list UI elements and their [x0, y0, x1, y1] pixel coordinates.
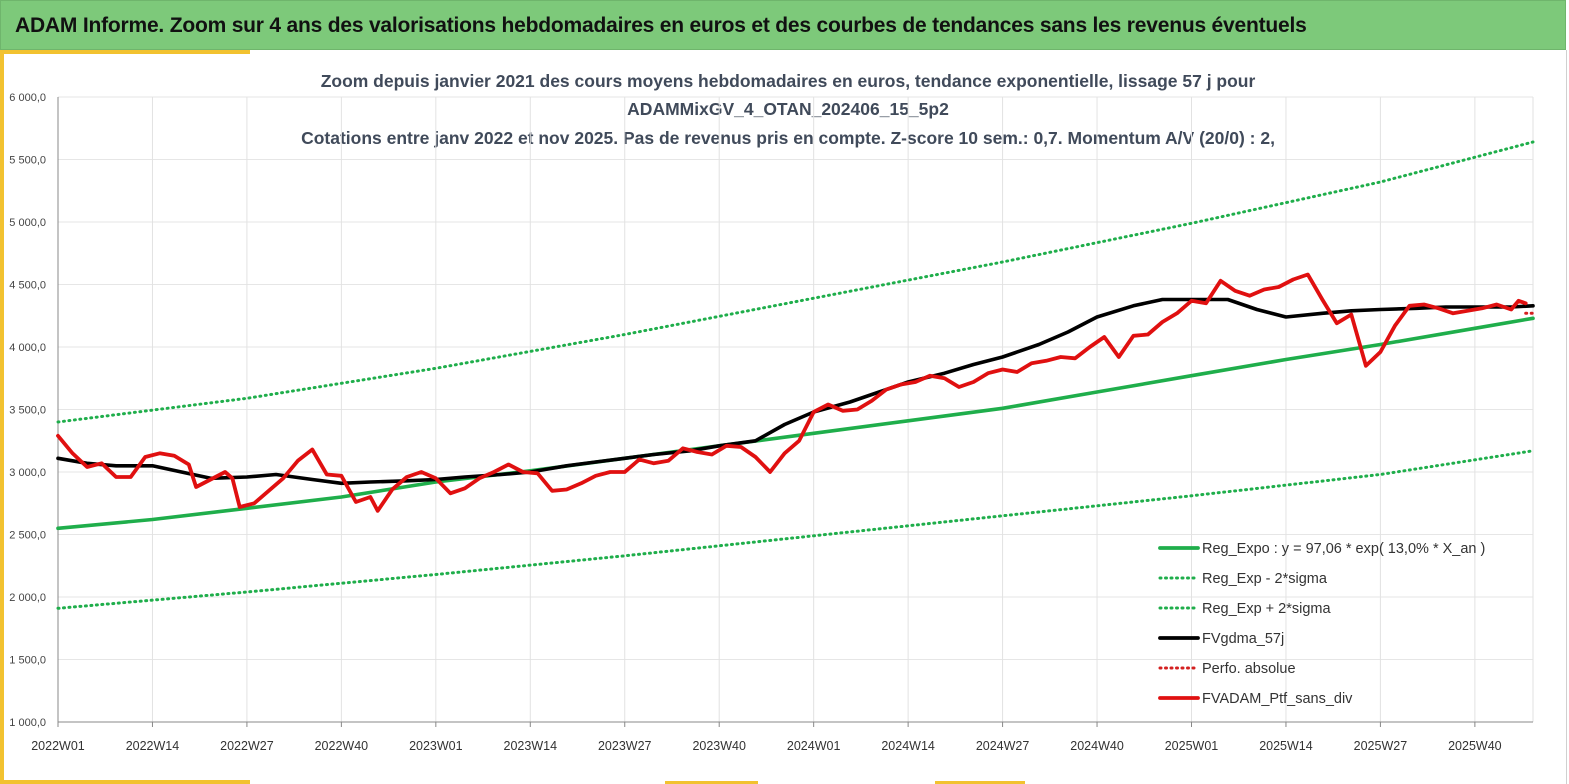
legend-label: FVgdma_57j [1202, 631, 1284, 647]
x-tick-label: 2022W40 [315, 739, 369, 753]
x-tick-label: 2024W14 [881, 739, 935, 753]
y-tick-label: 3 500,0 [9, 405, 46, 417]
x-tick-label: 2023W27 [598, 739, 652, 753]
x-tick-label: 2025W14 [1259, 739, 1313, 753]
x-tick-label: 2024W01 [787, 739, 841, 753]
chart-title-line-1: Zoom depuis janvier 2021 des cours moyen… [320, 71, 1256, 91]
legend-label: Reg_Exp - 2*sigma [1202, 571, 1328, 587]
legend-label: Reg_Expo : y = 97,06 * exp( 13,0% * X_an… [1202, 541, 1485, 557]
legend-label: FVADAM_Ptf_sans_div [1202, 691, 1353, 707]
accent-bar-bottom-3 [935, 781, 1025, 784]
x-tick-label: 2022W14 [126, 739, 180, 753]
series-reg-exp-plus-2sigma [56, 140, 1535, 424]
y-tick-label: 2 000,0 [9, 592, 46, 604]
legend-label: Perfo. absolue [1202, 661, 1296, 677]
chart-title-line-3: Cotations entre janv 2022 et nov 2025. P… [301, 128, 1275, 148]
series-reg-expo [56, 316, 1535, 531]
x-tick-label: 2023W14 [504, 739, 558, 753]
frame-right-border [1566, 50, 1567, 784]
accent-bar-bottom-2 [665, 781, 758, 784]
series-fvadam-ptf-sans-div [56, 272, 1528, 513]
chart-title-line-2: ADAMMixGV_4_OTAN_202406_15_5p2 [627, 99, 949, 119]
y-tick-label: 4 000,0 [9, 342, 46, 354]
x-tick-label: 2025W01 [1165, 739, 1219, 753]
y-tick-label: 4 500,0 [9, 280, 46, 292]
header-bar: ADAM Informe. Zoom sur 4 ans des valoris… [0, 0, 1566, 50]
series-fvgdma-57j [56, 297, 1535, 486]
x-tick-label: 2024W27 [976, 739, 1030, 753]
y-tick-label: 1 000,0 [9, 717, 46, 729]
y-tick-label: 2 500,0 [9, 530, 46, 542]
series-reg-exp-minus-2sigma [56, 449, 1535, 610]
y-tick-label: 5 500,0 [9, 155, 46, 167]
y-tick-label: 5 000,0 [9, 217, 46, 229]
accent-bar-top [0, 50, 250, 54]
page-title: ADAM Informe. Zoom sur 4 ans des valoris… [15, 14, 1307, 37]
x-tick-label: 2025W27 [1354, 739, 1408, 753]
legend-label: Reg_Exp + 2*sigma [1202, 601, 1331, 617]
y-tick-label: 6 000,0 [9, 92, 46, 104]
x-tick-label: 2024W40 [1070, 739, 1124, 753]
x-tick-label: 2023W40 [692, 739, 746, 753]
accent-bar-left [0, 50, 4, 784]
x-tick-label: 2023W01 [409, 739, 463, 753]
accent-bar-bottom [0, 780, 250, 784]
y-tick-label: 1 500,0 [9, 655, 46, 667]
x-tick-label: 2022W01 [31, 739, 85, 753]
x-tick-label: 2022W27 [220, 739, 274, 753]
x-tick-label: 2025W40 [1448, 739, 1502, 753]
y-tick-label: 3 000,0 [9, 467, 46, 479]
